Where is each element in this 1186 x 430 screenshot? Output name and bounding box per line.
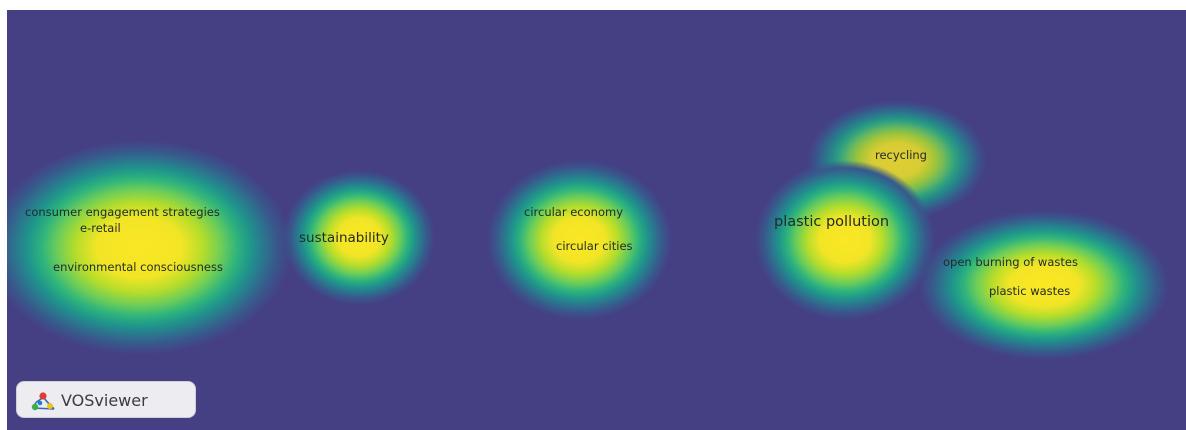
- label-plastic-wastes[interactable]: plastic wastes: [989, 284, 1071, 298]
- label-open-burning-of-wastes[interactable]: open burning of wastes: [943, 255, 1078, 269]
- density-map[interactable]: consumer engagement strategies e-retail …: [7, 10, 1186, 430]
- label-plastic-pollution[interactable]: plastic pollution: [774, 214, 890, 230]
- label-circular-cities[interactable]: circular cities: [556, 239, 633, 253]
- label-e-retail[interactable]: e-retail: [80, 221, 121, 235]
- label-sustainability[interactable]: sustainability: [299, 230, 389, 246]
- vosviewer-label: VOSviewer: [61, 391, 148, 410]
- density-cluster-sustainability: [283, 170, 435, 305]
- label-consumer-engagement-strategies[interactable]: consumer engagement strategies: [25, 205, 220, 219]
- density-cluster-consumer: [7, 140, 292, 355]
- density-cluster-plastic-pollution: [755, 160, 935, 320]
- label-circular-economy[interactable]: circular economy: [524, 205, 623, 219]
- vosviewer-logo-icon: [31, 392, 55, 411]
- label-recycling[interactable]: recycling: [875, 148, 927, 162]
- density-cluster-plastic-wastes: [919, 210, 1169, 360]
- density-cluster-circular: [487, 160, 672, 320]
- vosviewer-logo-badge[interactable]: VOSviewer: [16, 381, 196, 418]
- label-environmental-consciousness[interactable]: environmental consciousness: [53, 260, 223, 274]
